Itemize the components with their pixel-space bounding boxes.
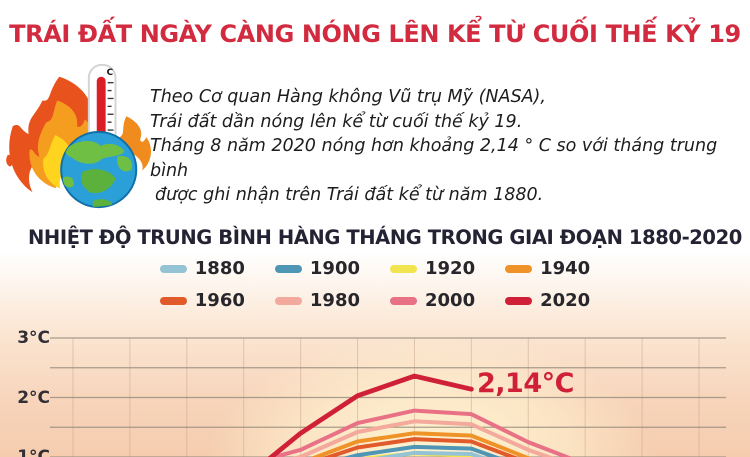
series-line-2020 — [267, 373, 474, 457]
legend-item-1940: 1940 — [505, 258, 590, 279]
intro-line: Theo Cơ quan Hàng không Vũ trụ Mỹ (NASA)… — [150, 87, 546, 107]
legend-item-1900: 1900 — [274, 258, 360, 279]
chart-legend: 1880 1900 1920 1940 1960 1980 — [0, 258, 750, 311]
legend-label: 1940 — [540, 258, 591, 279]
legend-label: 1900 — [309, 258, 360, 279]
ytick-2c: 2°C — [17, 388, 50, 408]
legend-swatch-1900 — [274, 264, 302, 273]
series-line-1980 — [292, 419, 555, 457]
legend-swatch-2020 — [505, 296, 533, 305]
legend-label: 1920 — [425, 258, 476, 279]
legend-swatch-1980 — [274, 296, 302, 305]
legend-swatch-1940 — [505, 264, 533, 273]
series-line-1900 — [342, 444, 501, 457]
legend-label: 2000 — [425, 290, 476, 311]
ytick-3c: 3°C — [17, 328, 50, 348]
series-line-2000 — [266, 408, 573, 457]
legend-item-1920: 1920 — [390, 258, 475, 279]
series-line-1960 — [322, 437, 519, 457]
legend-swatch-1960 — [159, 296, 187, 305]
legend-swatch-1920 — [390, 264, 417, 273]
series-line-1940 — [310, 431, 532, 457]
legend-item-1880: 1880 — [159, 258, 245, 279]
legend-swatch-2000 — [390, 296, 417, 305]
page-title: TRÁI ĐẤT NGÀY CÀNG NÓNG LÊN KỂ TỪ CUỐI T… — [9, 20, 741, 48]
legend-item-2020: 2020 — [505, 290, 590, 311]
svg-text:C: C — [107, 68, 114, 78]
global-warming-icon: C — [6, 63, 151, 209]
legend-item-1960: 1960 — [159, 290, 245, 311]
intro-line: Tháng 8 năm 2020 nóng hơn khoảng 2,14 ° … — [150, 136, 718, 181]
chart-heading: NHIỆT ĐỘ TRUNG BÌNH HÀNG THÁNG TRONG GIA… — [28, 226, 742, 249]
legend-swatch-1880 — [159, 264, 187, 273]
intro-line: được ghi nhận trên Trái đất kể từ năm 18… — [155, 185, 544, 205]
legend-label: 2020 — [540, 290, 591, 311]
legend-item-2000: 2000 — [390, 290, 475, 311]
legend-item-1980: 1980 — [274, 290, 360, 311]
intro-line: Trái đất dần nóng lên kể từ cuối thế kỷ … — [150, 111, 523, 132]
intro-paragraph: Theo Cơ quan Hàng không Vũ trụ Mỹ (NASA)… — [150, 85, 730, 208]
legend-label: 1880 — [194, 258, 245, 279]
peak-value-label: 2,14°C — [477, 368, 574, 399]
legend-row-2: 1960 1980 2000 2020 — [159, 290, 590, 311]
legend-label: 1960 — [194, 290, 245, 311]
legend-row-1: 1880 1900 1920 1940 — [159, 258, 590, 279]
earth-icon — [60, 131, 138, 209]
legend-label: 1980 — [309, 290, 360, 311]
ytick-1c: 1°C — [17, 447, 50, 457]
